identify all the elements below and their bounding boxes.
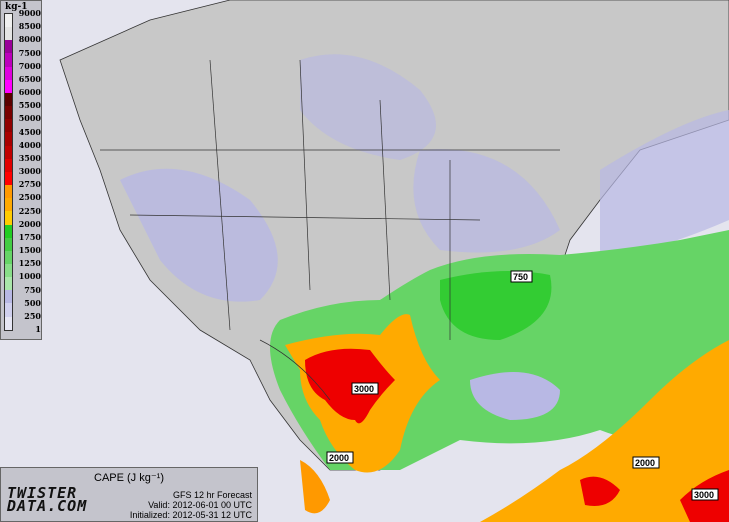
legend-swatch (5, 185, 12, 199)
legend-swatch (5, 198, 12, 212)
legend-swatch (5, 211, 12, 225)
legend-tick: 3500 (18, 152, 41, 163)
legend-tick: 4000 (18, 139, 41, 150)
legend-tick: 5500 (18, 100, 41, 111)
legend-tick: 7000 (18, 60, 41, 71)
legend-swatch (5, 92, 12, 107)
legend-swatch (5, 290, 12, 304)
legend-swatch (5, 119, 12, 133)
legend-tick: 1000 (18, 271, 41, 282)
legend-tick: 1250 (18, 258, 41, 269)
logo: TWISTER DATA.COM (7, 484, 88, 515)
legend-tick: 250 (24, 310, 41, 321)
svg-text:750: 750 (513, 272, 528, 282)
legend-swatch (5, 40, 12, 54)
legend-tick: 2750 (18, 179, 41, 190)
legend-tick: 750 (24, 284, 41, 295)
contour-label: 3000 (351, 382, 379, 395)
legend-tick: 2500 (18, 192, 41, 203)
svg-text:2000: 2000 (329, 453, 349, 463)
contour-label: 3000 (691, 488, 719, 501)
legend-swatch (5, 224, 12, 238)
legend-tick: 8500 (18, 21, 41, 32)
contour-label: 750 (510, 270, 533, 283)
contour-label: 2000 (632, 456, 660, 469)
legend-tick: 6000 (18, 87, 41, 97)
legend-tick: 2250 (18, 205, 41, 216)
init-time: Initialized: 2012-05-31 12 UTC (129, 510, 252, 520)
legend-tick: 3000 (18, 166, 41, 176)
legend-swatch (5, 79, 12, 93)
legend-swatch (5, 14, 12, 28)
legend-swatch (5, 250, 12, 264)
legend-tick: 6500 (18, 73, 41, 84)
legend-swatch (5, 277, 12, 291)
legend-swatch (5, 106, 12, 120)
legend-unit: kg-1 (5, 2, 28, 12)
cape-red-region (305, 348, 395, 424)
svg-text:2000: 2000 (635, 458, 655, 468)
svg-text:3000: 3000 (354, 384, 374, 394)
legend-swatch (5, 145, 12, 159)
legend-swatch (5, 27, 12, 41)
legend-tick: 5000 (18, 113, 41, 124)
legend-color-bar (4, 13, 13, 331)
legend-tick: 9000 (18, 8, 41, 18)
legend-swatch (5, 303, 12, 317)
legend-tick: 7500 (18, 47, 41, 58)
legend-tick: 1500 (18, 245, 41, 255)
model-label: GFS 12 hr Forecast (172, 490, 252, 500)
color-legend: kg-1 9000 8500 8000 7500 7000 6500 6000 5500 500… (0, 0, 42, 340)
legend-swatch (5, 237, 12, 251)
legend-swatch (5, 158, 12, 172)
legend-tick: 4500 (18, 126, 41, 137)
valid-time: Valid: 2012-06-01 00 UTC (148, 500, 252, 510)
product-title: CAPE (J kg⁻¹) (94, 472, 164, 484)
contour-label: 2000 (326, 451, 354, 464)
legend-swatch (5, 263, 12, 278)
legend-swatch (5, 316, 12, 330)
legend-tick: 1 (35, 324, 41, 334)
legend-swatch (5, 66, 12, 80)
legend-swatch (5, 53, 12, 67)
legend-tick: 2000 (18, 218, 41, 229)
legend-tick: 8000 (18, 34, 41, 45)
info-panel: CAPE (J kg⁻¹) TWISTER DATA.COM GFS 12 hr … (0, 467, 258, 522)
legend-swatch (5, 132, 12, 146)
legend-tick: 1750 (18, 231, 41, 242)
legend-tick: 500 (24, 297, 41, 308)
svg-text:3000: 3000 (694, 490, 714, 500)
legend-swatch (5, 171, 12, 186)
